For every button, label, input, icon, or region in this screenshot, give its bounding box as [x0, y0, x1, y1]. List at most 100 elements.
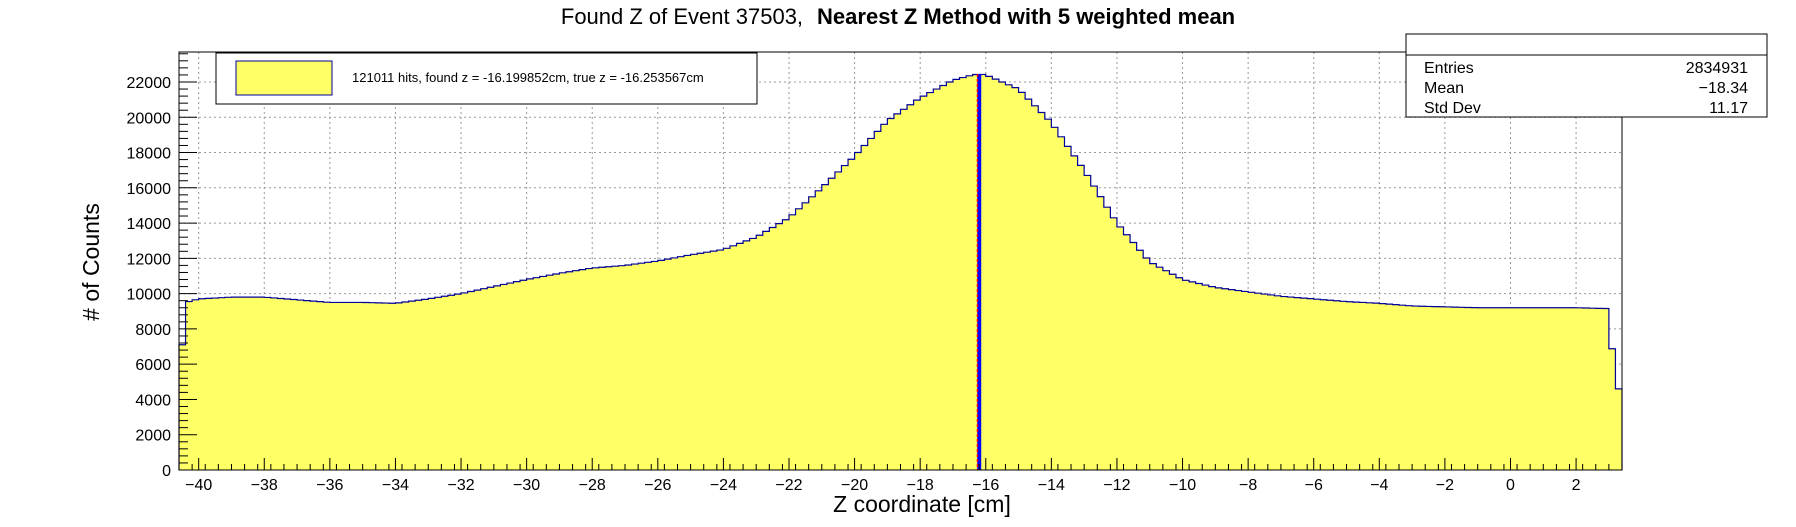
stats-box: Entries 2834931 Mean −18.34 Std Dev 11.1… [1405, 33, 1768, 118]
histogram-bar [795, 208, 803, 470]
histogram-bar [664, 259, 672, 470]
histogram-bar [1077, 165, 1085, 471]
histogram-bar [907, 104, 914, 471]
histogram-bar [611, 266, 619, 470]
histogram-bar [388, 303, 396, 470]
histogram-bar [310, 301, 318, 470]
histogram-bar [1431, 306, 1439, 470]
histogram-bar [342, 302, 350, 470]
stats-stddev-label: Std Dev [1424, 100, 1481, 117]
histogram-bar [264, 297, 272, 470]
x-tick-label: −6 [1305, 477, 1323, 494]
histogram-bar [1208, 286, 1216, 470]
chart-title-bold: Nearest Z Method with 5 weighted mean [817, 4, 1235, 29]
histogram-bar [821, 184, 829, 470]
histogram-bar [1280, 296, 1288, 470]
histogram-bar [565, 271, 573, 470]
histogram-bar [933, 89, 941, 471]
histogram-bar [749, 238, 757, 470]
histogram-bar [1294, 297, 1301, 470]
histogram-bar [552, 273, 560, 470]
histogram-bar [1602, 308, 1610, 470]
y-axis-label: # of Counts [78, 203, 104, 321]
histogram-bar [447, 295, 455, 470]
x-tick-label: 0 [1506, 477, 1515, 494]
histogram-bar [539, 276, 547, 470]
histogram-bar [834, 171, 842, 470]
histogram-bar [1510, 307, 1518, 470]
histogram-bar [1005, 84, 1013, 471]
histogram-bar [454, 294, 462, 470]
histogram-bar [756, 235, 764, 470]
histogram-bar [900, 109, 908, 470]
histogram-bar [1576, 307, 1583, 470]
y-tick-label: 12000 [127, 251, 172, 268]
histogram-bar [926, 92, 934, 470]
histogram-bar [441, 296, 449, 470]
histogram-bar [474, 290, 482, 470]
histogram-bar [1143, 258, 1151, 470]
histogram-bar [1248, 292, 1255, 470]
histogram-bar [1300, 298, 1308, 470]
x-tick-label: 2 [1572, 477, 1581, 494]
histogram-bar [1333, 300, 1341, 470]
histogram-bar [205, 298, 213, 470]
histogram-bar [1084, 175, 1092, 471]
histogram-bar [546, 275, 554, 470]
x-tick-label: −34 [382, 477, 409, 494]
histogram-bar [1189, 281, 1196, 470]
histogram-bar [1241, 291, 1249, 470]
histogram-bar [408, 301, 416, 470]
chart-title: Found Z of Event 37503, Nearest Z Method … [561, 4, 1235, 29]
histogram-bar [1320, 299, 1328, 470]
histogram-bar [224, 297, 232, 470]
histogram-bar [1136, 250, 1144, 470]
histogram-bar [1608, 348, 1616, 470]
histogram-bar [939, 85, 947, 470]
histogram-bar [762, 231, 770, 470]
histogram-bar [880, 124, 888, 471]
histogram-bar [651, 261, 659, 470]
histogram-bar [1116, 226, 1124, 470]
stats-entries-label: Entries [1424, 60, 1474, 77]
histogram-bar [579, 269, 586, 470]
histogram-bar [605, 266, 613, 470]
y-tick-label: 0 [162, 463, 171, 480]
stats-entries-value: 2834931 [1686, 60, 1748, 77]
histogram-bar [1287, 297, 1295, 470]
histogram-bar [1490, 307, 1498, 470]
histogram-bar [402, 302, 409, 470]
histogram-bar [985, 76, 993, 471]
x-tick-label: −18 [907, 477, 934, 494]
histogram-bar [1353, 302, 1360, 470]
histogram-bar [815, 190, 823, 471]
x-tick-label: −16 [972, 477, 999, 494]
histogram-bar [1398, 305, 1406, 470]
histogram-bar [1071, 155, 1078, 471]
histogram-bar [1451, 307, 1459, 470]
histogram-bar [1235, 290, 1242, 470]
histogram-bar [1267, 294, 1275, 470]
histogram-bar [769, 227, 777, 470]
histogram-bar [415, 300, 422, 470]
y-tick-label: 18000 [127, 146, 172, 163]
histogram-bar [1038, 112, 1046, 470]
histogram-bar [1064, 146, 1072, 470]
x-tick-label: −12 [1103, 477, 1130, 494]
histogram-bar [808, 196, 816, 470]
histogram-bar [283, 299, 291, 470]
histogram-bar [1307, 298, 1315, 470]
histogram-bar [887, 118, 895, 471]
histogram-bar [1497, 307, 1505, 470]
histogram-bar [461, 292, 468, 470]
histogram-bar [1471, 307, 1478, 470]
histogram-bar [1372, 303, 1380, 470]
legend: 121011 hits, found z = -16.199852cm, tru… [215, 52, 758, 105]
histogram-bar [1261, 294, 1269, 470]
x-tick-label: −10 [1169, 477, 1196, 494]
histogram-bar [1569, 307, 1577, 470]
histogram-bar [533, 277, 541, 470]
histogram-bar [559, 272, 567, 470]
